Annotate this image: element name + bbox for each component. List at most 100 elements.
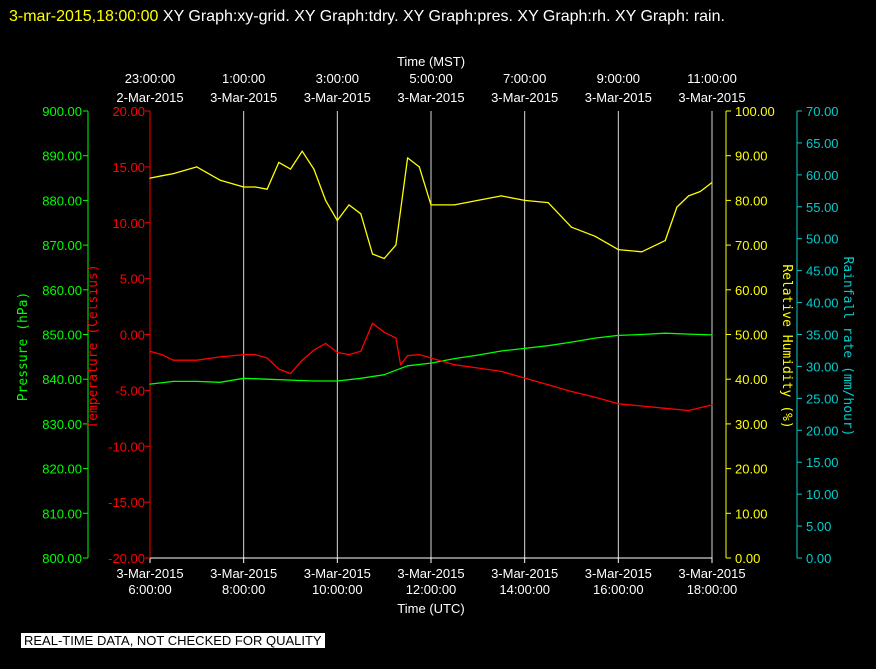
- data-point-pres: [289, 379, 292, 381]
- data-point-tdry: [664, 407, 666, 409]
- data-point-pres: [711, 334, 713, 336]
- data-point-tdry: [594, 396, 596, 398]
- pressure-tick-label: 830.00: [42, 417, 82, 432]
- x-tick-label-top: 3-Mar-2015: [678, 90, 745, 105]
- data-point-rh: [477, 199, 479, 201]
- x-axis-label-top: Time (MST): [397, 54, 465, 69]
- data-point-rh: [254, 186, 256, 188]
- x-tick-label-bottom: 3-Mar-2015: [304, 566, 371, 581]
- humidity-tick-label: 30.00: [735, 417, 768, 432]
- humidity-tick-label: 40.00: [735, 372, 768, 387]
- rainfall-tick-label: 5.00: [806, 519, 831, 534]
- pressure-tick-label: 900.00: [42, 104, 82, 119]
- x-tick-label-bottom: 8:00:00: [222, 582, 265, 597]
- vertical-grid: [149, 111, 713, 563]
- data-point-tdry: [477, 367, 479, 369]
- data-point-rh: [547, 202, 549, 204]
- data-point-rh: [383, 257, 385, 260]
- data-point-tdry: [219, 356, 221, 358]
- data-point-tdry: [289, 373, 292, 375]
- data-point-pres: [547, 345, 549, 347]
- data-point-pres: [570, 341, 573, 343]
- data-point-rh: [430, 204, 432, 206]
- data-point-pres: [524, 347, 526, 349]
- data-point-tdry: [617, 403, 619, 405]
- data-point-tdry: [641, 405, 643, 407]
- data-point-tdry: [196, 359, 198, 361]
- pressure-tick-label: 870.00: [42, 238, 82, 253]
- data-point-tdry: [383, 331, 385, 333]
- data-point-rh: [348, 204, 350, 206]
- rainfall-tick-label: 15.00: [806, 455, 839, 470]
- data-point-pres: [500, 350, 502, 352]
- data-point-rh: [594, 235, 596, 237]
- data-point-tdry: [278, 368, 280, 370]
- data-point-rh: [641, 251, 643, 253]
- data-point-tdry: [400, 364, 402, 366]
- data-point-pres: [219, 381, 221, 383]
- x-tick-label-top: 3:00:00: [316, 71, 359, 86]
- pressure-tick-label: 840.00: [42, 372, 82, 387]
- humidity-tick-label: 70.00: [735, 238, 768, 253]
- data-point-tdry: [430, 357, 432, 359]
- x-tick-label-bottom: 3-Mar-2015: [678, 566, 745, 581]
- data-point-tdry: [547, 384, 549, 386]
- x-tick-label-top: 3-Mar-2015: [491, 90, 558, 105]
- pressure-tick-label: 810.00: [42, 506, 82, 521]
- rainfall-tick-label: 70.00: [806, 104, 839, 119]
- pressure-tick-label: 860.00: [42, 283, 82, 298]
- x-tick-label-top: 3-Mar-2015: [397, 90, 464, 105]
- data-point-pres: [336, 380, 338, 382]
- x-tick-label-top: 2-Mar-2015: [116, 90, 183, 105]
- data-point-pres: [688, 333, 690, 335]
- humidity-tick-label: 50.00: [735, 328, 768, 343]
- humidity-tick-label: 10.00: [735, 506, 768, 521]
- rainfall-tick-label: 10.00: [806, 487, 839, 502]
- data-point-rh: [570, 226, 573, 228]
- data-point-pres: [407, 365, 409, 367]
- x-tick-label-top: 23:00:00: [125, 71, 176, 86]
- temperature-tick-label: -15.00: [108, 495, 145, 510]
- data-point-rh: [676, 206, 678, 208]
- data-point-rh: [407, 157, 409, 159]
- data-point-rh: [664, 240, 666, 242]
- graph-header: 3-mar-2015,18:00:00 XY Graph:xy-grid. XY…: [9, 4, 869, 29]
- data-point-tdry: [418, 354, 420, 356]
- pressure-tick-label: 880.00: [42, 193, 82, 208]
- rainfall-tick-label: 30.00: [806, 359, 839, 374]
- data-point-tdry: [254, 354, 256, 356]
- pressure-tick-label: 800.00: [42, 551, 82, 566]
- pressure-tick-label: 850.00: [42, 328, 82, 343]
- data-point-rh: [371, 253, 374, 255]
- data-point-tdry: [395, 337, 397, 339]
- x-tick-label-top: 9:00:00: [597, 71, 640, 86]
- temperature-tick-label: -10.00: [108, 439, 145, 454]
- rainfall-tick-label: 65.00: [806, 136, 839, 151]
- chart-axes: 3-Mar-2015 6:00:00 23:00:00 2-Mar-2015 3-Mar…: [16, 54, 855, 616]
- data-point-tdry: [711, 404, 713, 406]
- data-point-rh: [500, 195, 502, 197]
- data-point-rh: [266, 188, 268, 190]
- data-point-tdry: [325, 342, 327, 344]
- data-point-rh: [172, 173, 174, 175]
- humidity-tick-label: 90.00: [735, 149, 768, 164]
- data-point-rh: [301, 150, 303, 152]
- temperature-tick-label: 15.00: [112, 160, 145, 175]
- data-point-pres: [664, 332, 666, 334]
- x-tick-label-top: 3-Mar-2015: [210, 90, 277, 105]
- data-point-pres: [477, 354, 479, 356]
- chart-series: [149, 150, 713, 412]
- data-point-pres: [266, 378, 268, 380]
- data-point-pres: [641, 333, 643, 336]
- data-point-rh: [699, 190, 701, 193]
- header-timestamp: 3-mar-2015,18:00:00: [9, 8, 159, 25]
- data-point-pres: [594, 337, 596, 339]
- x-tick-label-bottom: 6:00:00: [128, 582, 171, 597]
- data-point-tdry: [360, 350, 362, 352]
- rainfall-tick-label: 40.00: [806, 296, 839, 311]
- x-axis-label-bottom: Time (UTC): [397, 601, 464, 616]
- data-point-tdry: [500, 370, 502, 372]
- x-tick-label-bottom: 3-Mar-2015: [585, 566, 652, 581]
- data-point-tdry: [524, 377, 526, 379]
- data-point-tdry: [453, 364, 455, 366]
